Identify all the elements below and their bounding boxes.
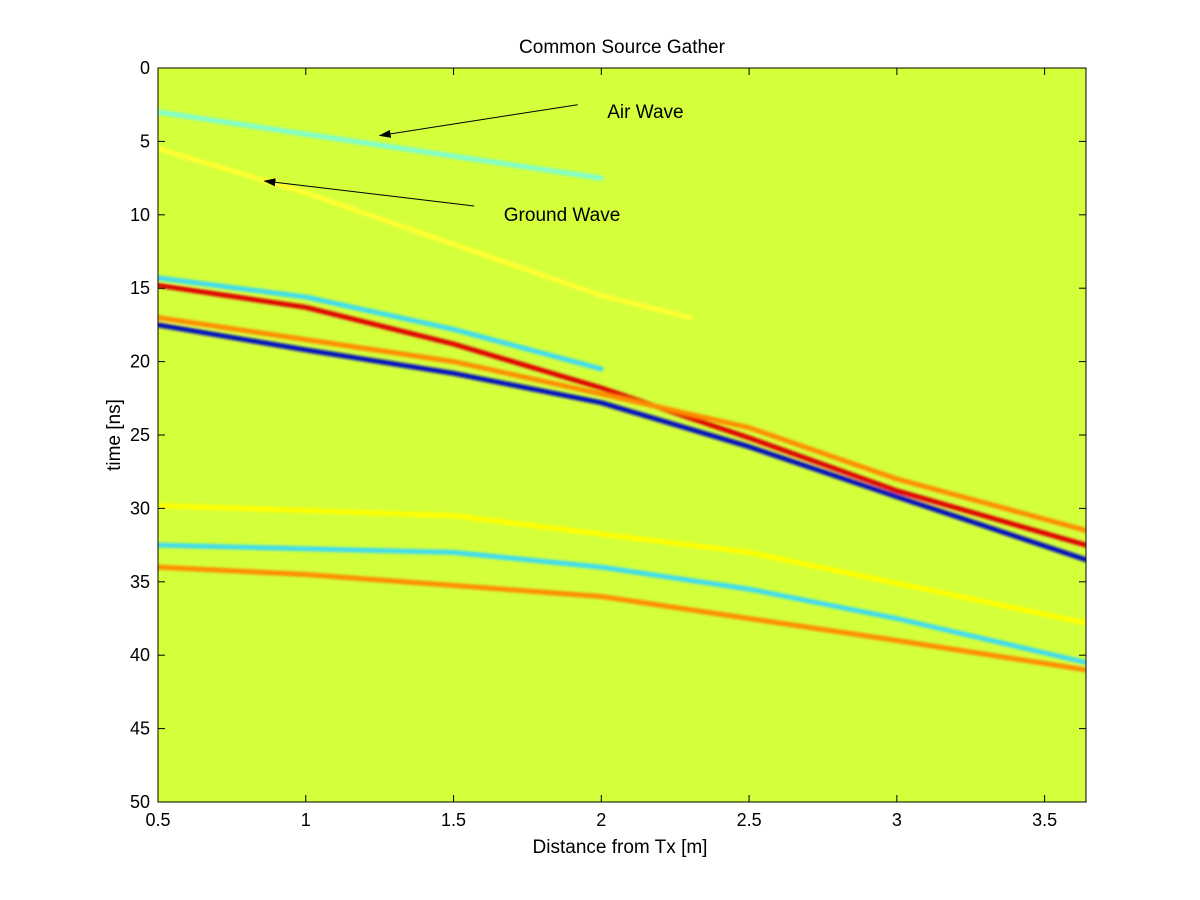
wave-series-5 — [158, 275, 604, 372]
y-tick-label: 10 — [130, 205, 150, 225]
annotation-layer: Air Wave Ground Wave — [263, 102, 684, 226]
wave-series-8 — [158, 503, 1086, 626]
wave-series-2 — [158, 282, 1086, 548]
wave-series-6 — [158, 542, 1086, 665]
wave-layer — [158, 109, 1086, 673]
x-tick-label: 3 — [892, 810, 902, 830]
annotation-arrow — [378, 104, 578, 138]
y-axis-label: time [ns] — [104, 399, 125, 471]
y-tick-label: 5 — [140, 131, 150, 151]
x-tick-label: 3.5 — [1032, 810, 1057, 830]
y-tick-label: 20 — [130, 352, 150, 372]
y-tick-label: 45 — [130, 719, 150, 739]
chart-title: Common Source Gather — [519, 37, 726, 58]
x-axis-label: Distance from Tx [m] — [533, 837, 708, 858]
annotation-arrow — [263, 178, 475, 207]
plot-background — [158, 68, 1086, 802]
x-tick-label: 2 — [596, 810, 606, 830]
y-tick-label: 40 — [130, 645, 150, 665]
annotation-label: Ground Wave — [504, 205, 621, 226]
y-axis: 0 5 10 15 20 25 30 35 40 45 50 — [130, 58, 1086, 812]
y-tick-label: 35 — [130, 572, 150, 592]
wave-series-7 — [158, 564, 1086, 673]
x-tick-label: 1.5 — [441, 810, 466, 830]
y-tick-label: 25 — [130, 425, 150, 445]
x-tick-label: 0.5 — [145, 810, 170, 830]
x-tick-label: 1 — [301, 810, 311, 830]
y-tick-label: 30 — [130, 498, 150, 518]
wave-series-4 — [158, 315, 1086, 533]
wave-series-3 — [158, 322, 1086, 563]
x-axis: 0.5 1 1.5 2 2.5 3 3.5 — [145, 68, 1057, 830]
annotation-label: Air Wave — [607, 102, 683, 123]
y-tick-label: 15 — [130, 278, 150, 298]
y-tick-label: 0 — [140, 58, 150, 78]
x-tick-label: 2.5 — [737, 810, 762, 830]
wave-series-1 — [158, 146, 693, 321]
y-tick-label: 50 — [130, 792, 150, 812]
wave-series-0 — [158, 109, 604, 181]
